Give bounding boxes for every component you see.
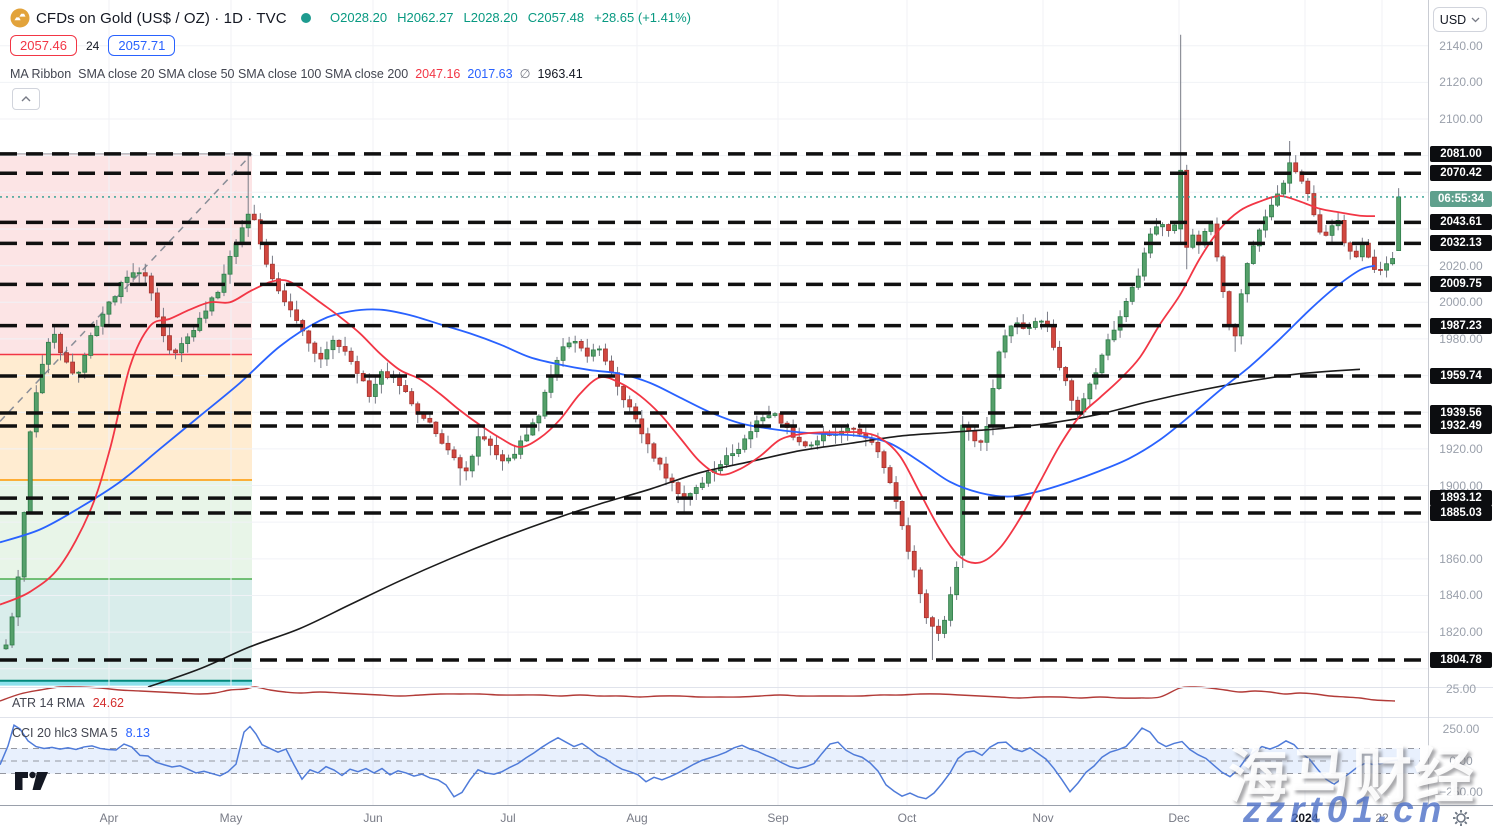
price-tick: 1920.00 xyxy=(1439,441,1483,456)
cci-line[interactable] xyxy=(0,724,1399,800)
price-level-badge: 1987.23 xyxy=(1430,317,1492,334)
chevron-down-icon xyxy=(1471,17,1480,22)
price-level-badge: 1932.49 xyxy=(1430,417,1492,434)
bar-countdown-badge: 06:55:34 xyxy=(1430,191,1492,208)
ohlc-row: O2028.20 H2062.27 L2028.20 C2057.48 +28.… xyxy=(330,10,691,25)
time-tick-Sep: Sep xyxy=(767,811,789,825)
horizontal-level-lines[interactable] xyxy=(0,152,1426,662)
price-tick: 1860.00 xyxy=(1439,551,1483,566)
price-level-badge: 1939.56 xyxy=(1430,405,1492,422)
symbol-title[interactable]: CFDs on Gold (US$ / OZ) · 1D · TVC xyxy=(36,9,287,27)
cci-axis-tick: 250.00 xyxy=(1442,722,1480,736)
cci-band xyxy=(0,747,1420,775)
atr-indicator-legend[interactable]: ATR 14 RMA 24.62 xyxy=(12,696,124,710)
time-tick-Apr: Apr xyxy=(99,811,119,825)
time-tick-Jun: Jun xyxy=(363,811,383,825)
trade-buttons: 2057.46 24 2057.71 xyxy=(10,35,176,56)
sma200-value: 1963.41 xyxy=(537,66,583,81)
sell-button[interactable]: 2057.46 xyxy=(10,35,77,56)
price-level-badge: 1893.12 xyxy=(1430,490,1492,507)
price-level-badge: 2009.75 xyxy=(1430,276,1492,293)
price-tick: 1840.00 xyxy=(1439,588,1483,603)
time-tick-2024: 2024 xyxy=(1291,811,1319,825)
sma50-value: 2017.63 xyxy=(467,66,513,81)
price-tick: 1980.00 xyxy=(1439,331,1483,346)
trend-diagonal-line[interactable] xyxy=(0,153,253,422)
price-axis[interactable]: 2140.00 2120.00 2100.00 2020.00 2000.00 1980.… xyxy=(1428,0,1493,833)
time-tick-22: 22 xyxy=(1375,811,1389,825)
ohlc-open: O2028.20 xyxy=(330,10,388,25)
tradingview-logo-icon[interactable] xyxy=(13,770,51,792)
atr-axis-tick: 25.00 xyxy=(1445,682,1477,696)
time-tick-Oct: Oct xyxy=(897,811,917,825)
atr-value: 24.62 xyxy=(92,696,124,710)
cci-indicator-legend[interactable]: CCI 20 hlc3 SMA 5 8.13 xyxy=(12,726,150,740)
ma-ribbon-name: MA Ribbon xyxy=(10,66,72,81)
time-tick-Nov: Nov xyxy=(1032,811,1054,825)
ma-ribbon-params: SMA close 20 SMA close 50 SMA close 100 … xyxy=(78,66,409,81)
price-tick: 2120.00 xyxy=(1439,75,1483,90)
timezone-settings-gear-icon[interactable] xyxy=(1451,808,1471,828)
cci-value: 8.13 xyxy=(125,726,150,740)
spread-value: 24 xyxy=(86,38,100,53)
price-tick: 1820.00 xyxy=(1439,625,1483,640)
time-tick-Aug: Aug xyxy=(626,811,648,825)
chevron-up-icon xyxy=(21,96,31,102)
chart-area[interactable] xyxy=(0,0,1428,805)
ohlc-close: C2057.48 xyxy=(527,10,585,25)
buy-button[interactable]: 2057.71 xyxy=(108,35,176,56)
sma20-line[interactable] xyxy=(0,195,1376,606)
gold-symbol-icon xyxy=(10,8,30,28)
symbol-header: CFDs on Gold (US$ / OZ) · 1D · TVC xyxy=(10,8,311,28)
cci-axis-tick: 0.00 xyxy=(1449,754,1473,768)
ma-ribbon-legend[interactable]: MA Ribbon SMA close 20 SMA close 50 SMA … xyxy=(10,66,583,82)
price-level-badge: 1959.74 xyxy=(1430,368,1492,385)
price-level-badge: 1885.03 xyxy=(1430,504,1492,521)
collapse-legend-button[interactable] xyxy=(12,88,40,110)
time-tick-May: May xyxy=(219,811,243,825)
price-tick: 2000.00 xyxy=(1439,295,1483,310)
time-axis[interactable]: Apr May Jun Jul Aug Sep Oct Nov Dec 2024 22 xyxy=(0,805,1493,833)
price-level-badge: 2032.13 xyxy=(1430,235,1492,252)
price-level-badge: 2043.61 xyxy=(1430,214,1492,231)
candlesticks[interactable] xyxy=(3,34,1402,661)
sma200-line[interactable] xyxy=(147,368,1361,688)
price-level-badge: 2070.42 xyxy=(1430,165,1492,182)
ohlc-high: H2062.27 xyxy=(397,10,454,25)
price-level-badge: 1804.78 xyxy=(1430,652,1492,669)
sma20-value: 2047.16 xyxy=(415,66,461,81)
atr-line[interactable] xyxy=(0,686,1396,702)
time-tick-Dec: Dec xyxy=(1168,811,1190,825)
currency-selector[interactable]: USD xyxy=(1433,7,1487,32)
cci-label: CCI 20 hlc3 SMA 5 xyxy=(12,726,118,740)
ohlc-low: L2028.20 xyxy=(463,10,518,25)
price-tick: 2140.00 xyxy=(1439,38,1483,53)
ohlc-change: +28.65 (+1.41%) xyxy=(594,10,691,25)
atr-label: ATR 14 RMA xyxy=(12,696,85,710)
price-tick: 1900.00 xyxy=(1439,478,1483,493)
price-tick: 2020.00 xyxy=(1439,258,1483,273)
time-tick-Jul: Jul xyxy=(500,811,516,825)
market-status-icon[interactable] xyxy=(300,13,311,23)
price-tick: 2100.00 xyxy=(1439,112,1483,126)
currency-label: USD xyxy=(1439,12,1467,27)
sma100-value: ∅ xyxy=(519,67,531,81)
sma50-line[interactable] xyxy=(0,264,1376,544)
cci-axis-tick: −250.00 xyxy=(1439,785,1483,799)
price-level-badge: 2081.00 xyxy=(1430,145,1492,162)
